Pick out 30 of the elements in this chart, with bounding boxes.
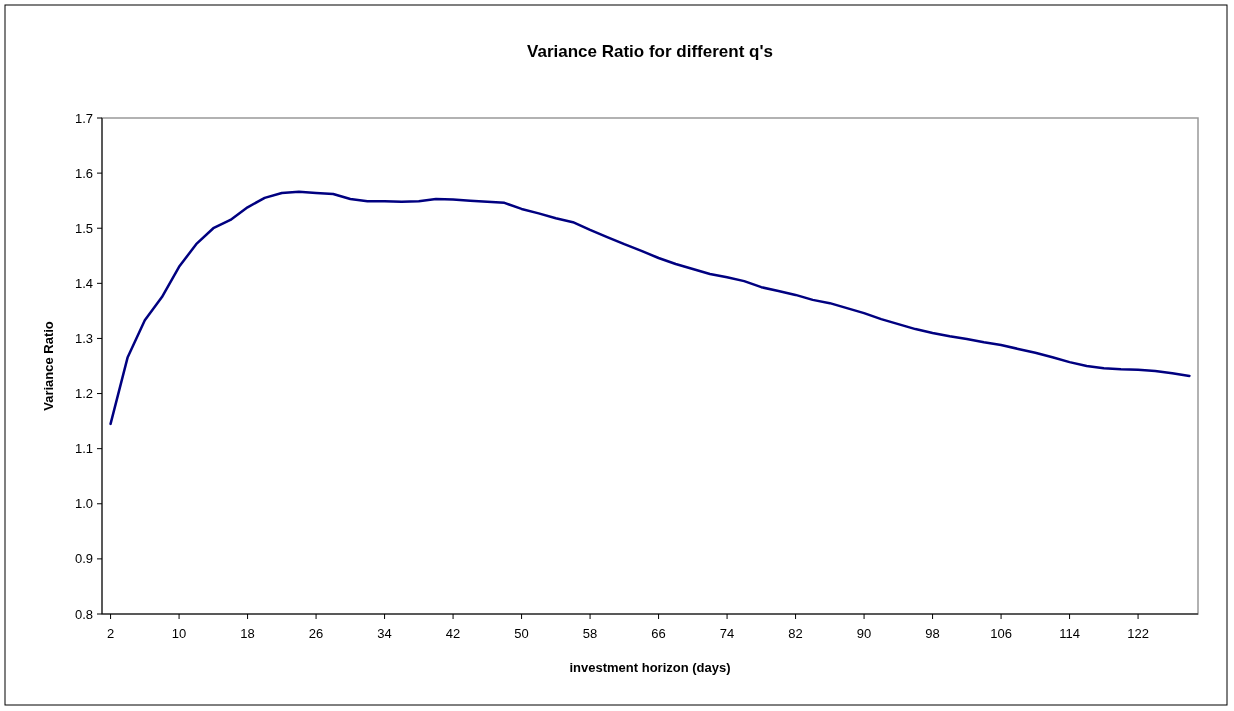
y-tick-label: 1.1	[74, 441, 93, 457]
y-tick-label: 1.6	[74, 165, 93, 181]
chart-title: Variance Ratio for different q's	[527, 42, 773, 61]
x-tick-label: 10	[171, 626, 187, 641]
x-tick-label: 98	[925, 626, 940, 641]
x-tick-label: 58	[582, 626, 598, 641]
x-axis-title: investment horizon (days)	[569, 660, 731, 675]
y-tick-label: 1.2	[74, 386, 93, 402]
y-tick-label: 0.9	[74, 551, 93, 567]
y-axis-title: Variance Ratio	[41, 321, 56, 411]
y-tick-label: 1.0	[74, 496, 93, 512]
x-tick-label: 18	[240, 626, 255, 641]
x-tick-label: 74	[719, 626, 735, 641]
x-tick-label: 90	[856, 626, 872, 641]
x-tick-label: 122	[1127, 626, 1149, 641]
x-tick-label: 2	[106, 626, 115, 641]
y-tick-label: 1.7	[74, 110, 93, 126]
x-tick-label: 114	[1059, 626, 1080, 641]
x-tick-label: 34	[377, 626, 392, 641]
y-tick-label: 1.5	[74, 220, 93, 236]
y-tick-label: 0.8	[74, 606, 93, 622]
line-series	[109, 190, 1191, 426]
x-tick-label: 82	[788, 626, 803, 641]
x-tick-label: 50	[514, 626, 529, 641]
x-tick-label: 66	[651, 626, 666, 641]
x-tick-label: 106	[990, 626, 1012, 641]
x-tick-label: 26	[308, 626, 324, 641]
y-tick-label: 1.3	[74, 330, 93, 346]
x-tick-label: 42	[445, 626, 461, 641]
y-tick-label: 1.4	[74, 275, 93, 291]
